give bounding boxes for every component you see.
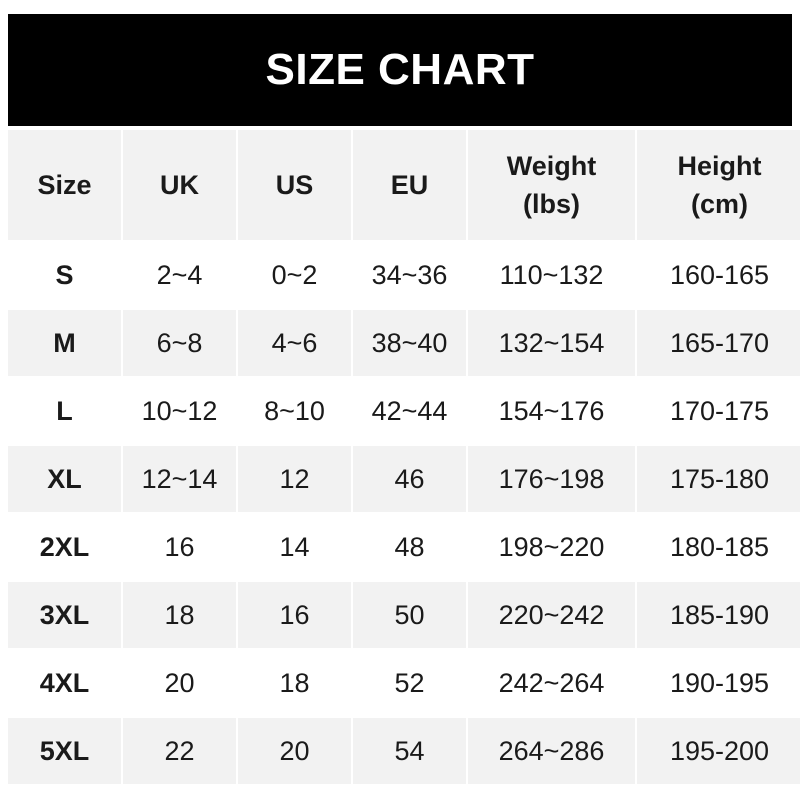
table-row: L 10~12 8~10 42~44 154~176 170-175 [8,378,800,444]
table-cell: 154~176 [468,378,635,444]
column-header: Size [8,130,121,240]
table-cell: 165-170 [637,310,800,376]
table-cell: 132~154 [468,310,635,376]
table-cell: 50 [353,582,466,648]
size-table: Size UK US EU Weight (lbs) Height (cm) S 2~4 0~2 3… [6,128,800,786]
table-cell: 175-180 [637,446,800,512]
table-cell: 198~220 [468,514,635,580]
table-cell: 34~36 [353,242,466,308]
size-chart-title: SIZE CHART [8,14,792,126]
table-cell: 160-165 [637,242,800,308]
table-cell: 54 [353,718,466,784]
column-header: US [238,130,351,240]
table-cell: 20 [238,718,351,784]
table-cell: 0~2 [238,242,351,308]
size-cell: 3XL [8,582,121,648]
table-cell: 52 [353,650,466,716]
column-header-text: EU [390,170,429,200]
table-cell: 8~10 [238,378,351,444]
header-row: Size UK US EU Weight (lbs) Height (cm) [8,130,800,240]
column-header-text: Size [37,170,92,200]
table-cell: 48 [353,514,466,580]
size-cell: 5XL [8,718,121,784]
table-row: 5XL 22 20 54 264~286 195-200 [8,718,800,784]
table-cell: 12~14 [123,446,236,512]
table-cell: 16 [238,582,351,648]
table-cell: 176~198 [468,446,635,512]
table-cell: 38~40 [353,310,466,376]
column-header: Weight (lbs) [468,130,635,240]
table-cell: 220~242 [468,582,635,648]
size-cell: XL [8,446,121,512]
table-cell: 14 [238,514,351,580]
table-cell: 18 [238,650,351,716]
table-cell: 20 [123,650,236,716]
size-cell: L [8,378,121,444]
table-row: 4XL 20 18 52 242~264 190-195 [8,650,800,716]
size-cell: M [8,310,121,376]
column-header-text: UK [160,170,199,200]
table-row: S 2~4 0~2 34~36 110~132 160-165 [8,242,800,308]
column-header-text: Height [677,151,762,181]
table-cell: 190-195 [637,650,800,716]
table-cell: 22 [123,718,236,784]
table-cell: 264~286 [468,718,635,784]
table-row: XL 12~14 12 46 176~198 175-180 [8,446,800,512]
column-header: EU [353,130,466,240]
column-header: Height (cm) [637,130,800,240]
column-header: UK [123,130,236,240]
table-cell: 110~132 [468,242,635,308]
table-cell: 42~44 [353,378,466,444]
column-header-text: Weight [506,151,597,181]
table-cell: 4~6 [238,310,351,376]
table-cell: 195-200 [637,718,800,784]
table-cell: 185-190 [637,582,800,648]
table-cell: 12 [238,446,351,512]
table-row: 3XL 18 16 50 220~242 185-190 [8,582,800,648]
size-cell: S [8,242,121,308]
table-cell: 16 [123,514,236,580]
table-row: M 6~8 4~6 38~40 132~154 165-170 [8,310,800,376]
table-cell: 10~12 [123,378,236,444]
table-cell: 46 [353,446,466,512]
size-cell: 2XL [8,514,121,580]
size-cell: 4XL [8,650,121,716]
table-cell: 6~8 [123,310,236,376]
table-cell: 18 [123,582,236,648]
table-cell: 242~264 [468,650,635,716]
table-cell: 2~4 [123,242,236,308]
table-cell: 180-185 [637,514,800,580]
column-header-text: (cm) [690,189,748,219]
table-cell: 170-175 [637,378,800,444]
column-header-text: (lbs) [523,189,580,219]
column-header-text: US [275,170,314,200]
table-row: 2XL 16 14 48 198~220 180-185 [8,514,800,580]
